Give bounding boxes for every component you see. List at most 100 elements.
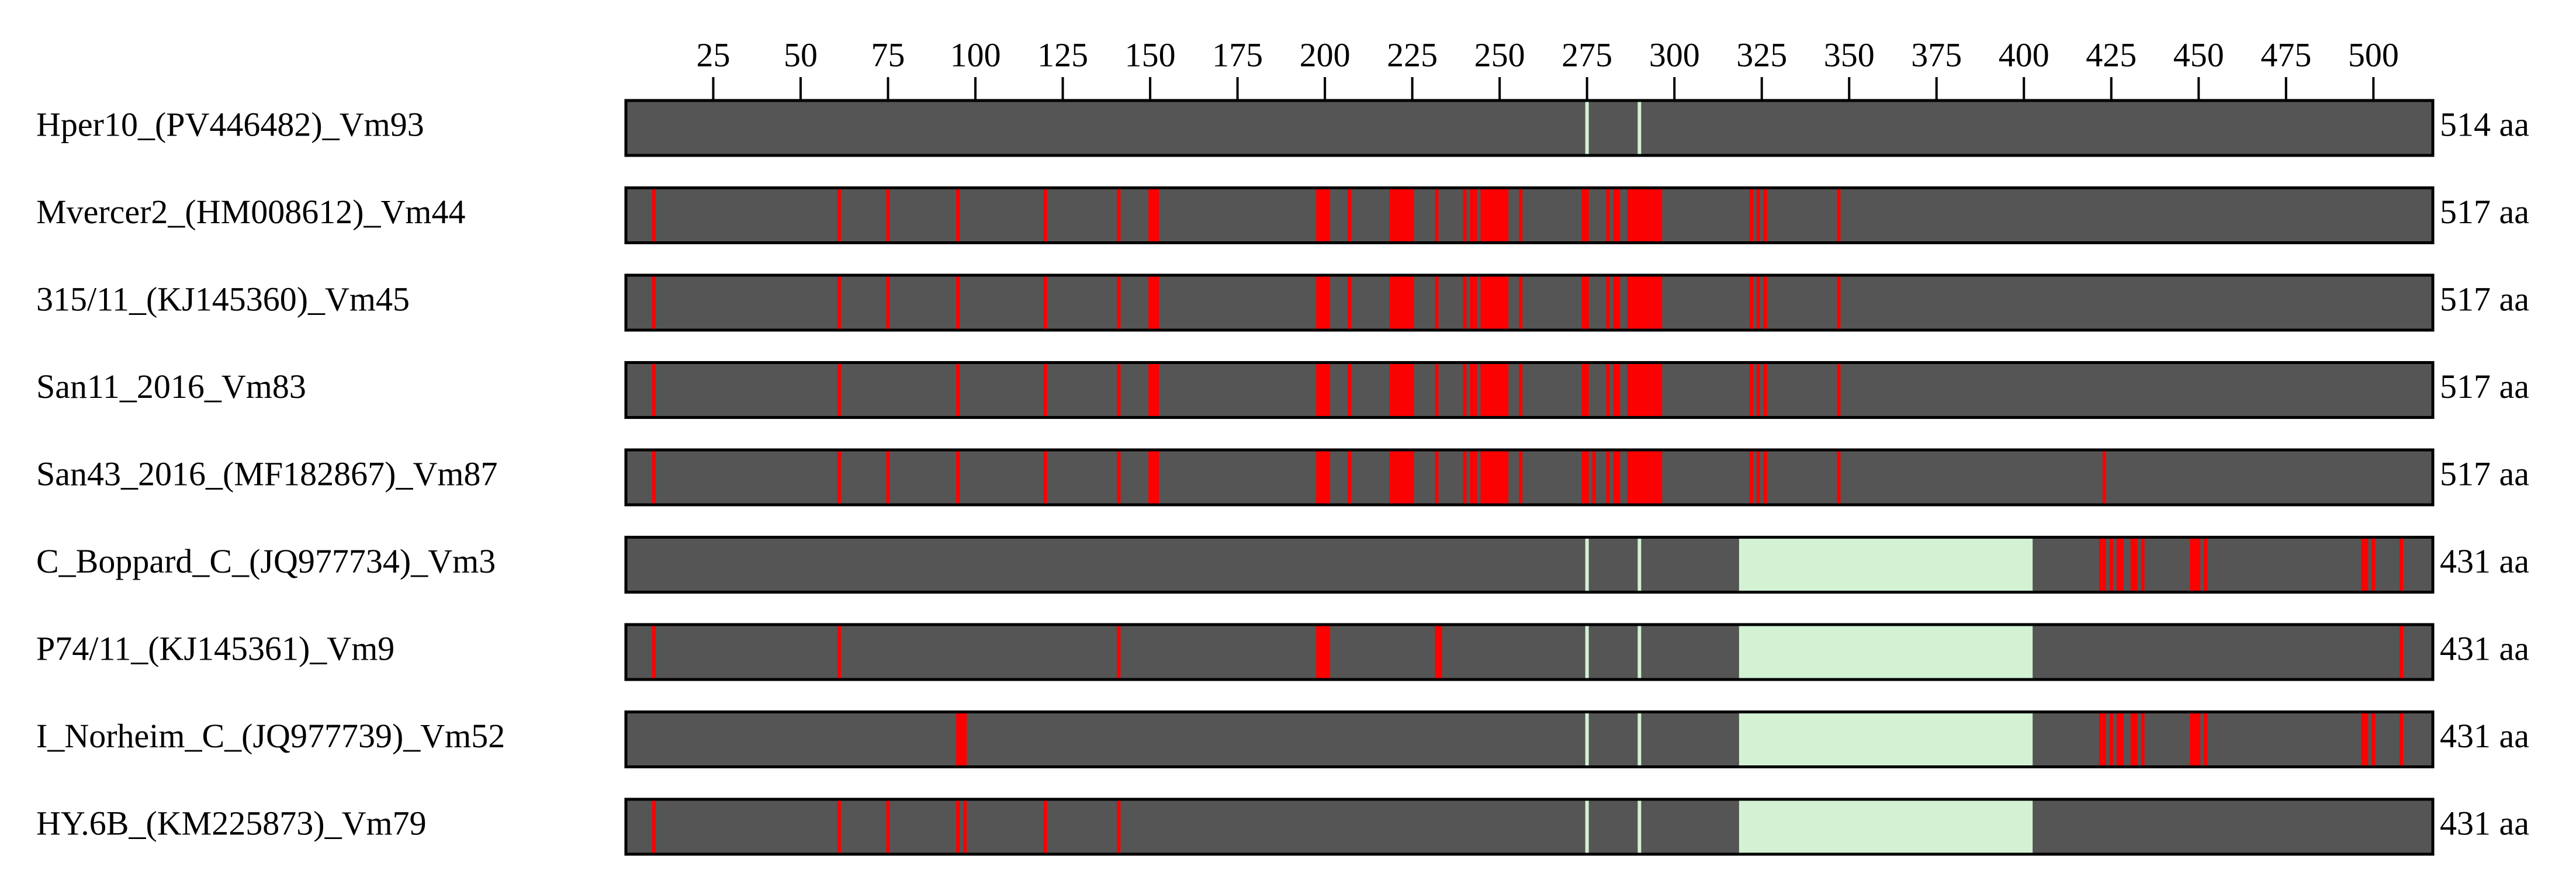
mutation	[1117, 275, 1121, 330]
track-bar	[626, 362, 2433, 418]
mutation	[1320, 450, 1324, 505]
track-border	[624, 448, 2435, 507]
mutation	[1043, 275, 1047, 330]
length-label: 517 aa	[2440, 280, 2529, 318]
mutation	[1152, 362, 1156, 418]
x-tick-label: 450	[2173, 36, 2224, 74]
mutation	[1316, 362, 1320, 418]
mutation	[2204, 712, 2208, 767]
mutation	[2371, 537, 2376, 592]
mutation	[2197, 537, 2201, 592]
mutation	[1043, 362, 1047, 418]
mutation	[1316, 450, 1320, 505]
mutation	[960, 712, 964, 767]
mutation	[1316, 275, 1320, 330]
mutation	[1435, 362, 1439, 418]
gap-region	[1637, 100, 1642, 155]
mutation	[1316, 188, 1320, 243]
mutation	[1155, 188, 1159, 243]
track-name: C_Boppard_C_(JQ977734)_Vm3	[36, 542, 496, 580]
mutation	[1463, 188, 1467, 243]
mutation	[2204, 537, 2208, 592]
mutation	[2120, 712, 2124, 767]
mutation	[1435, 450, 1439, 505]
mutation	[1323, 450, 1327, 505]
mutation	[1407, 188, 1411, 243]
mutation	[1403, 275, 1407, 330]
mutation	[1837, 275, 1841, 330]
mutation	[1323, 625, 1327, 680]
mutation	[837, 362, 841, 418]
gap-region	[1637, 537, 1642, 592]
mutation	[2371, 712, 2376, 767]
mutation	[1487, 362, 1491, 418]
mutation	[1327, 188, 1331, 243]
x-tick-label: 50	[784, 36, 818, 74]
mutation	[1637, 450, 1642, 505]
mutation	[1634, 450, 1638, 505]
track-border	[624, 361, 2435, 419]
x-tick-label: 250	[1474, 36, 1525, 74]
mutation	[1323, 188, 1327, 243]
mutation	[2361, 537, 2365, 592]
length-label: 431 aa	[2440, 542, 2529, 580]
mutation	[1327, 625, 1331, 680]
mutation	[1400, 188, 1404, 243]
gap-region	[1585, 712, 1589, 767]
mutation	[2193, 537, 2197, 592]
length-label: 514 aa	[2440, 105, 2529, 143]
mutation	[1627, 362, 1631, 418]
mutation	[1316, 625, 1320, 680]
track-bar	[626, 100, 2433, 155]
mutation	[1152, 275, 1156, 330]
mutation	[1501, 275, 1505, 330]
gap-region	[1585, 799, 1589, 854]
mutation	[1400, 362, 1404, 418]
mutation	[1491, 188, 1495, 243]
mutation	[1320, 362, 1324, 418]
gap-region	[1739, 625, 2033, 680]
x-tick-label: 500	[2348, 36, 2399, 74]
mutation	[837, 799, 841, 854]
mutation	[2120, 537, 2124, 592]
x-tick-label: 125	[1037, 36, 1088, 74]
mutation	[1148, 450, 1152, 505]
mutation	[886, 188, 890, 243]
mutation	[1616, 450, 1621, 505]
mutation	[1644, 450, 1649, 505]
mutation	[2141, 537, 2145, 592]
gap-region	[1739, 799, 2033, 854]
mutation	[2400, 537, 2404, 592]
mutation	[2400, 712, 2404, 767]
x-tick-label: 175	[1212, 36, 1263, 74]
mutation	[1396, 275, 1400, 330]
mutation	[1756, 450, 1760, 505]
mutation	[886, 799, 890, 854]
mutation	[2109, 537, 2113, 592]
x-tick-label: 225	[1387, 36, 1438, 74]
mutation	[837, 450, 841, 505]
mutation	[1581, 188, 1585, 243]
mutation	[652, 188, 656, 243]
x-tick-label: 200	[1300, 36, 1351, 74]
x-tick-label: 425	[2086, 36, 2137, 74]
mutation	[1613, 362, 1617, 418]
mutation	[1117, 188, 1121, 243]
mutation	[2134, 537, 2138, 592]
mutation	[1644, 362, 1649, 418]
mutation	[1763, 188, 1767, 243]
mutation	[1634, 362, 1638, 418]
mutation	[1659, 275, 1663, 330]
mutation	[1763, 362, 1767, 418]
mutation	[2190, 537, 2194, 592]
mutation	[1470, 275, 1474, 330]
gap-region	[1739, 537, 2033, 592]
mutation	[1435, 625, 1439, 680]
mutation	[1396, 188, 1400, 243]
mutation	[1641, 450, 1645, 505]
mutation	[1651, 362, 1656, 418]
mutation	[1389, 188, 1393, 243]
mutation	[837, 625, 841, 680]
mutation	[1501, 362, 1505, 418]
mutation	[1756, 362, 1760, 418]
